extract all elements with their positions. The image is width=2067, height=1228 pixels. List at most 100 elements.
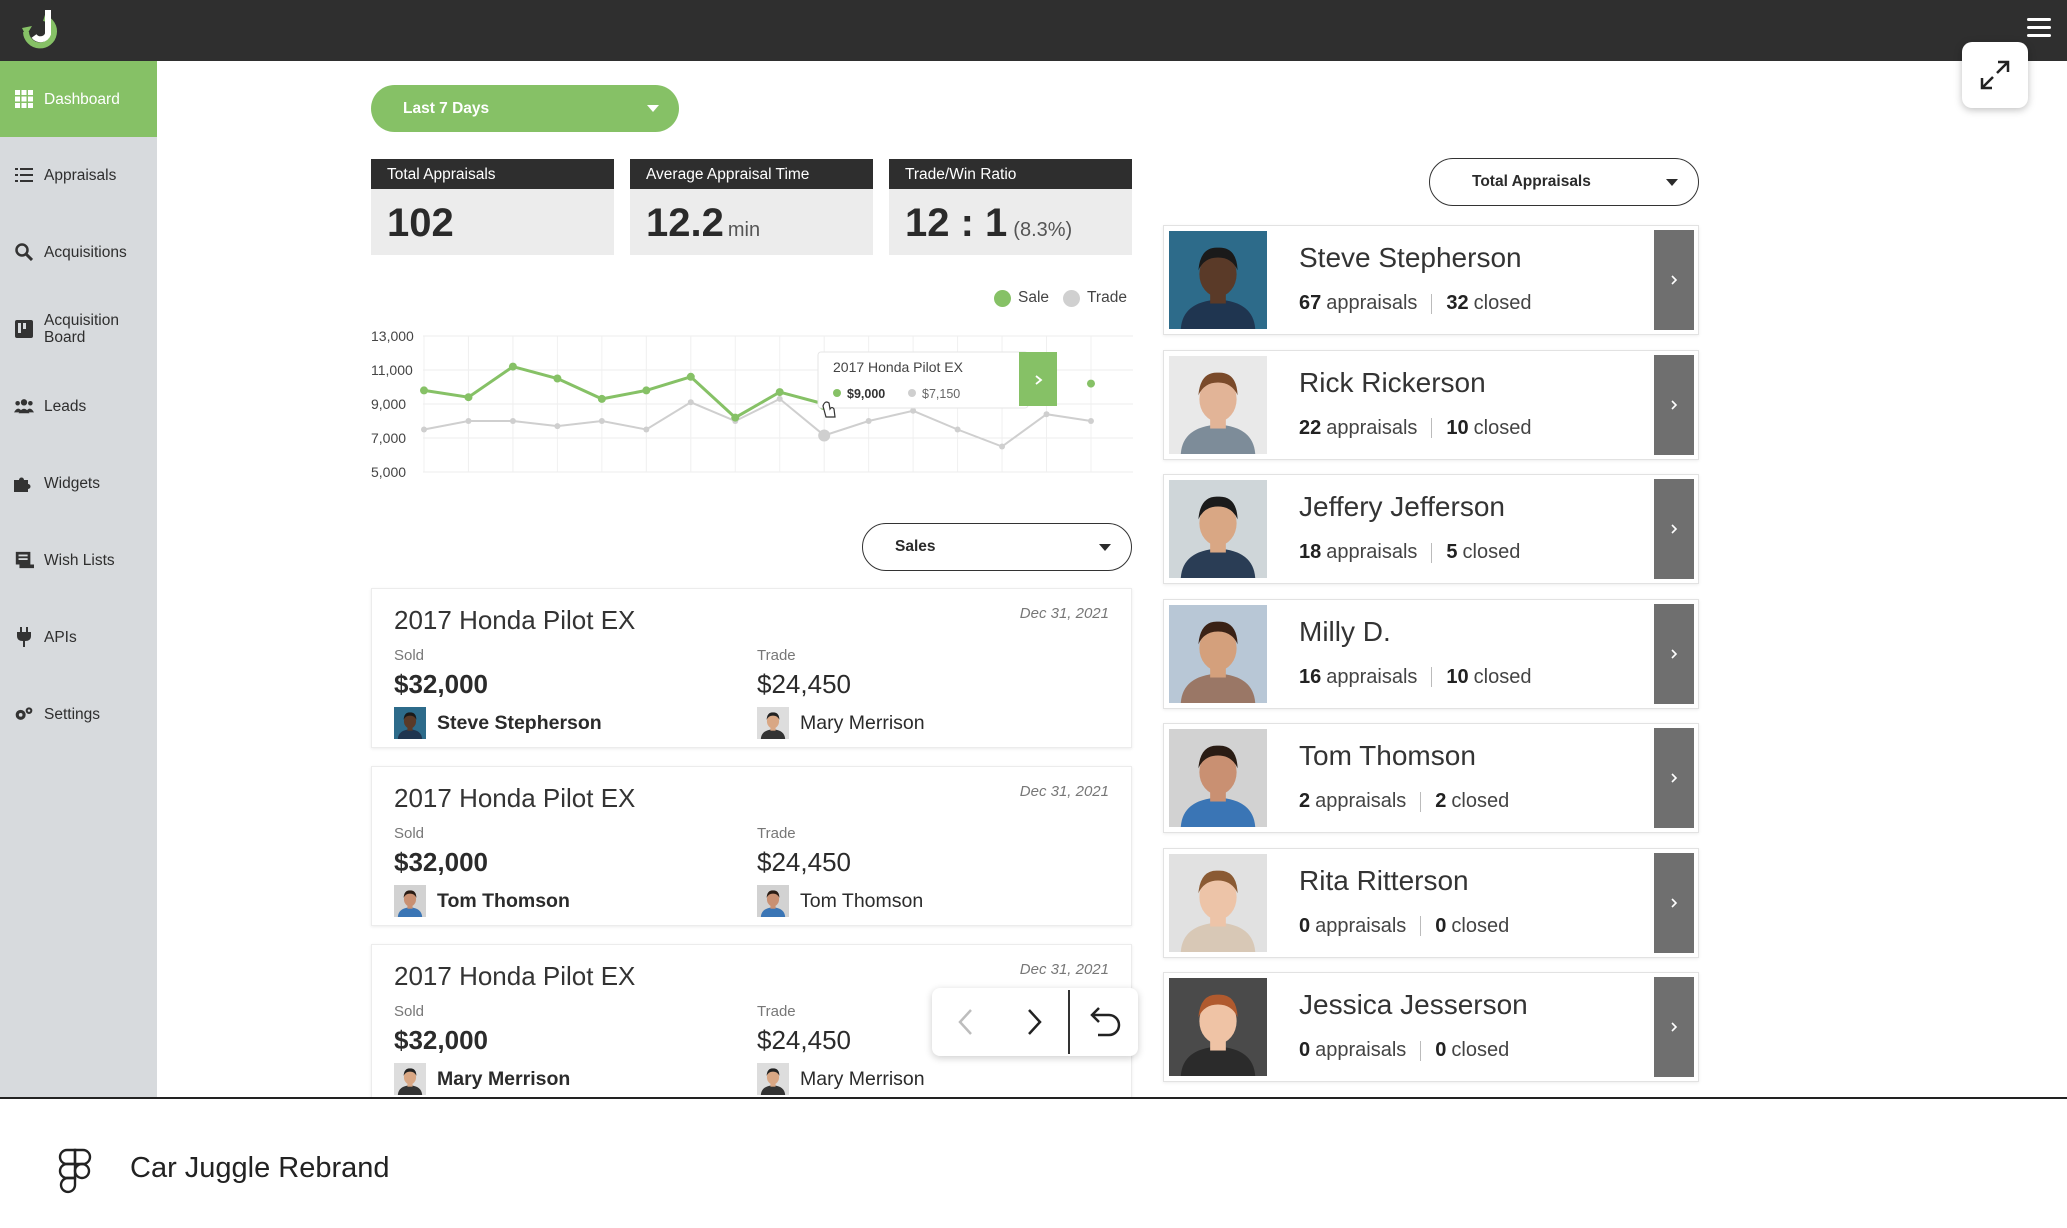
- tooltip-open-button[interactable]: [1019, 352, 1057, 406]
- chart-tooltip[interactable]: 2017 Honda Pilot EX $9,000 $7,150: [817, 351, 1057, 409]
- trader[interactable]: Mary Merrison: [757, 1063, 925, 1095]
- sidebar-item-label: Wish Lists: [44, 551, 115, 569]
- deal-card[interactable]: 2017 Honda Pilot EX Dec 31, 2021 Sold $32,0…: [371, 766, 1132, 926]
- appraiser-card[interactable]: Rick Rickerson 22 appraisals 10 closed: [1163, 349, 1699, 460]
- appraisal-count: 18: [1299, 541, 1322, 563]
- period-dropdown[interactable]: Last 7 Days: [371, 85, 679, 132]
- point-sale[interactable]: [508, 362, 517, 371]
- open-appraiser-button[interactable]: [1654, 354, 1694, 455]
- trader[interactable]: Tom Thomson: [757, 885, 923, 917]
- deal-card[interactable]: 2017 Honda Pilot EX Dec 31, 2021 Sold $32,0…: [371, 588, 1132, 748]
- legend-label: Trade: [1087, 289, 1127, 306]
- appraiser-card[interactable]: Jessica Jesserson 0 appraisals 0 closed: [1163, 972, 1699, 1082]
- point-sale[interactable]: [731, 413, 740, 422]
- point-trade[interactable]: [865, 418, 872, 424]
- open-appraiser-button[interactable]: [1654, 728, 1694, 828]
- point-trade[interactable]: [1087, 418, 1094, 424]
- puzzle-icon: [14, 473, 34, 493]
- point-sale[interactable]: [597, 394, 606, 403]
- point-trade[interactable]: [465, 418, 472, 424]
- open-appraiser-button[interactable]: [1654, 977, 1694, 1077]
- point-sale[interactable]: [553, 374, 562, 383]
- sidebar-item-apis[interactable]: APIs: [0, 599, 157, 675]
- point-sale[interactable]: [1086, 379, 1095, 388]
- trader-name: Mary Merrison: [800, 711, 925, 734]
- point-trade[interactable]: [818, 429, 831, 442]
- point-trade[interactable]: [598, 418, 605, 424]
- avatar-slot: [1169, 480, 1267, 578]
- closed-label: closed: [1451, 914, 1510, 937]
- open-appraiser-button[interactable]: [1654, 603, 1694, 704]
- point-trade[interactable]: [776, 395, 783, 402]
- avatar-slot: [1169, 604, 1267, 703]
- gears-icon: [14, 704, 34, 724]
- appraiser-card[interactable]: Jeffery Jefferson 18 appraisals 5 closed: [1163, 474, 1699, 584]
- point-trade[interactable]: [999, 443, 1006, 450]
- legend-item-sale[interactable]: Sale: [994, 289, 1049, 307]
- sidebar-item-label: Acquisition Board: [44, 312, 119, 346]
- trader[interactable]: Mary Merrison: [757, 707, 925, 739]
- point-trade[interactable]: [643, 426, 650, 433]
- period-dropdown-label: Last 7 Days: [403, 99, 490, 117]
- ranking-dropdown[interactable]: Total Appraisals: [1429, 158, 1699, 206]
- point-trade[interactable]: [509, 418, 516, 424]
- point-trade[interactable]: [687, 399, 694, 406]
- appraiser-name: Milly D.: [1299, 615, 1391, 647]
- open-appraiser-button[interactable]: [1654, 852, 1694, 953]
- closed-label: closed: [1451, 1039, 1510, 1061]
- figma-icon[interactable]: [58, 1148, 92, 1194]
- menu-icon[interactable]: [2027, 18, 2051, 40]
- seller[interactable]: Tom Thomson: [394, 885, 570, 917]
- point-sale[interactable]: [642, 386, 651, 395]
- open-appraiser-button[interactable]: [1654, 230, 1694, 330]
- appraisals-label: appraisals: [1326, 541, 1418, 563]
- restart-button[interactable]: [1070, 988, 1138, 1056]
- seller[interactable]: Mary Merrison: [394, 1063, 570, 1095]
- cursor-hand-icon: [822, 401, 836, 418]
- avatar-slot: [1169, 231, 1267, 329]
- point-sale[interactable]: [686, 372, 695, 381]
- point-sale[interactable]: [420, 386, 428, 395]
- appraisals-label: appraisals: [1315, 914, 1407, 937]
- sidebar-item-label: Widgets: [44, 474, 100, 492]
- point-sale[interactable]: [775, 388, 784, 397]
- stat-trade-win-ratio: Trade/Win Ratio 12 : 1 (8.3%): [889, 159, 1132, 255]
- appraiser-card[interactable]: Steve Stepherson 67 appraisals 32 closed: [1163, 225, 1699, 335]
- appraisals-label: appraisals: [1315, 1039, 1407, 1061]
- point-trade[interactable]: [954, 426, 961, 433]
- legend-item-trade[interactable]: Trade: [1063, 289, 1127, 307]
- pager-divider: [1068, 990, 1070, 1054]
- car-juggle-logo[interactable]: [18, 6, 66, 54]
- sidebar-item-acquisitions[interactable]: Acquisitions: [0, 214, 157, 290]
- sidebar-item-acquisition-board[interactable]: Acquisition Board: [0, 291, 157, 367]
- appraiser-card[interactable]: Tom Thomson 2 appraisals 2 closed: [1163, 723, 1699, 833]
- series-line-trade: [423, 397, 1092, 448]
- trader-avatar-slot: [757, 1063, 789, 1095]
- stats-divider: [1420, 916, 1422, 936]
- point-trade[interactable]: [554, 423, 561, 430]
- appraiser-card[interactable]: Rita Ritterson 0 appraisals 0 closed: [1163, 847, 1699, 958]
- point-sale[interactable]: [464, 393, 473, 402]
- point-trade[interactable]: [910, 407, 917, 414]
- footer-bar: Car Juggle Rebrand: [0, 1097, 2067, 1228]
- open-appraiser-button[interactable]: [1654, 479, 1694, 579]
- trader-avatar-slot: [757, 885, 789, 917]
- deal-card[interactable]: 2017 Honda Pilot EX Dec 31, 2021 Sold $32,0…: [371, 944, 1132, 1104]
- point-trade[interactable]: [421, 426, 427, 433]
- chevron-down-icon: [647, 105, 659, 112]
- previous-button[interactable]: [932, 988, 1000, 1056]
- next-button[interactable]: [1000, 988, 1068, 1056]
- sidebar-item-dashboard[interactable]: Dashboard: [0, 61, 157, 137]
- sidebar-item-widgets[interactable]: Widgets: [0, 445, 157, 521]
- trade-dot-icon: [1063, 289, 1081, 307]
- seller[interactable]: Steve Stepherson: [394, 707, 602, 739]
- expand-button[interactable]: [1962, 42, 2028, 108]
- sidebar-item-wish-lists[interactable]: Wish Lists: [0, 522, 157, 598]
- list-type-dropdown[interactable]: Sales: [862, 523, 1132, 571]
- sidebar-item-appraisals[interactable]: Appraisals: [0, 137, 157, 213]
- appraiser-stats: 22 appraisals 10 closed: [1299, 417, 1531, 440]
- appraiser-card[interactable]: Milly D. 16 appraisals 10 closed: [1163, 598, 1699, 709]
- point-trade[interactable]: [1043, 411, 1050, 418]
- sidebar-item-settings[interactable]: Settings: [0, 676, 157, 752]
- sidebar-item-leads[interactable]: Leads: [0, 368, 157, 444]
